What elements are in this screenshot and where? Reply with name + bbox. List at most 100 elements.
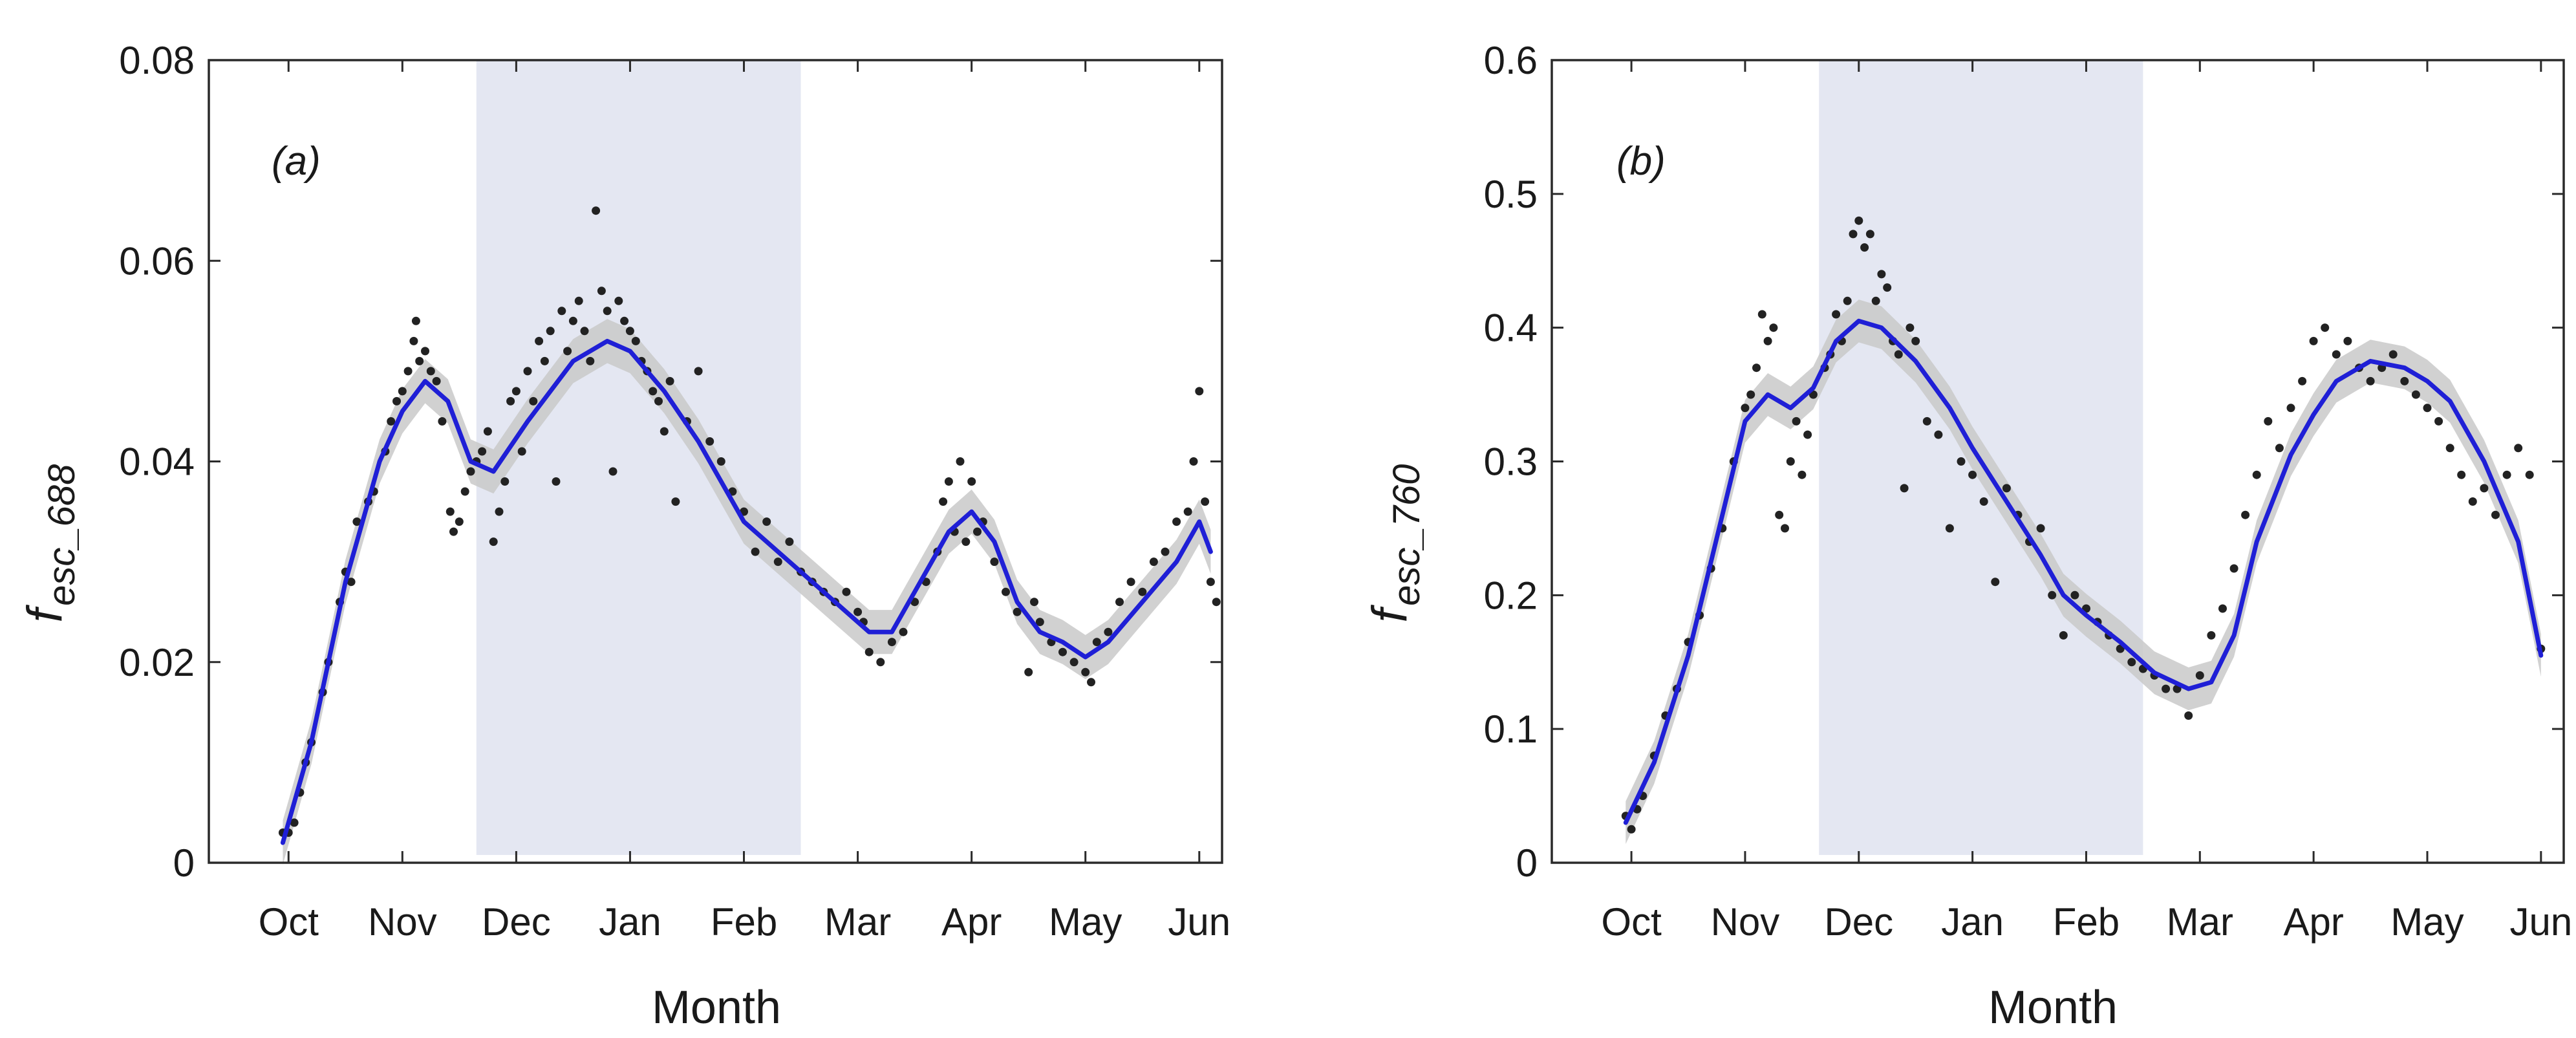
data-point — [608, 467, 617, 476]
data-point — [2195, 671, 2204, 680]
data-point — [2218, 604, 2227, 613]
data-point — [1957, 457, 1966, 466]
data-point — [421, 347, 429, 356]
data-point — [1069, 658, 1079, 667]
panel-b-x-ticks: Oct Nov Dec Jan Feb Mar Apr May Jun — [1601, 60, 2572, 944]
data-point — [1195, 387, 1204, 396]
panel-a-y-label-sub: esc_688 — [41, 464, 83, 606]
data-point — [1092, 638, 1101, 647]
x-tick-label: Feb — [2053, 900, 2120, 944]
data-point — [546, 327, 555, 336]
x-tick-label: Jan — [1941, 900, 2004, 944]
y-tick-label: 0.1 — [1484, 708, 1538, 751]
data-point — [597, 287, 606, 296]
data-point — [563, 347, 572, 356]
data-point — [2366, 376, 2375, 385]
data-point — [411, 316, 420, 325]
data-point — [2309, 336, 2318, 345]
panel-b-fit-line — [1623, 318, 2544, 825]
data-point — [2275, 444, 2284, 453]
x-tick-label: Apr — [941, 900, 1002, 944]
y-tick-label: 0.3 — [1484, 440, 1538, 484]
data-point — [517, 447, 526, 456]
data-point — [956, 457, 965, 466]
data-point — [1911, 336, 1920, 345]
data-point — [649, 387, 658, 396]
data-point — [671, 497, 680, 506]
data-point — [762, 517, 771, 526]
data-point — [2445, 444, 2454, 453]
data-point — [785, 537, 794, 546]
y-tick-label: 0.06 — [119, 239, 195, 283]
panel-b-fesc760: 0 0.1 0.2 0.3 0.4 0.5 0.6 Oct Nov Dec Jan Feb Mar Ap… — [1362, 39, 2572, 1033]
data-point — [1126, 578, 1135, 587]
y-tick-label: 0.08 — [119, 39, 195, 82]
data-point — [506, 396, 515, 405]
data-point — [887, 638, 896, 647]
data-point — [899, 627, 908, 636]
data-point — [529, 396, 538, 405]
data-point — [489, 537, 498, 546]
data-point — [2162, 684, 2171, 693]
x-tick-label: May — [2390, 900, 2463, 944]
data-point — [1161, 547, 1170, 556]
x-tick-label: Jan — [599, 900, 661, 944]
data-point — [1201, 497, 1210, 506]
data-point — [1849, 230, 1858, 239]
data-point — [574, 296, 583, 305]
data-point — [1172, 517, 1181, 526]
data-point — [2059, 631, 2068, 640]
data-point — [967, 477, 976, 486]
data-point — [352, 517, 361, 526]
x-tick-label: Dec — [1824, 900, 1893, 944]
data-point — [557, 307, 566, 316]
x-tick-label: Oct — [259, 900, 319, 944]
data-point — [2400, 376, 2409, 385]
data-point — [2491, 510, 2500, 519]
x-tick-label: Mar — [824, 900, 891, 944]
data-point — [540, 356, 549, 365]
data-point — [1832, 310, 1841, 319]
data-point — [751, 547, 760, 556]
data-point — [1769, 323, 1778, 332]
data-point — [1752, 363, 1761, 373]
data-point — [1945, 524, 1954, 533]
data-point — [2423, 404, 2432, 413]
data-point — [1968, 470, 1977, 479]
x-tick-label: Nov — [368, 900, 437, 944]
panel-b-x-axis-label: Month — [1988, 982, 2118, 1033]
panel-a-y-label-main: f — [17, 604, 72, 622]
data-point — [1035, 618, 1044, 627]
y-tick-label: 0.4 — [1484, 307, 1538, 350]
data-point — [2252, 470, 2261, 479]
x-tick-label: Oct — [1601, 900, 1662, 944]
data-point — [973, 527, 982, 536]
data-point — [1786, 457, 1795, 466]
data-point — [568, 316, 577, 325]
x-tick-label: Apr — [2283, 900, 2343, 944]
panel-a-scatter-points — [278, 206, 1221, 837]
data-point — [660, 427, 669, 436]
x-tick-label: Nov — [1711, 900, 1780, 944]
panel-b-y-ticks: 0 0.1 0.2 0.3 0.4 0.5 0.6 — [1484, 39, 2564, 885]
y-tick-label: 0.5 — [1484, 173, 1538, 216]
data-point — [853, 607, 863, 616]
panel-b-y-label-sub: esc_760 — [1386, 464, 1428, 606]
data-point — [990, 557, 999, 567]
data-point — [426, 367, 435, 376]
data-point — [290, 818, 299, 827]
data-point — [773, 557, 782, 567]
data-point — [1189, 457, 1198, 466]
x-tick-label: Feb — [711, 900, 777, 944]
data-point — [1081, 667, 1090, 676]
panel-a-label: (a) — [272, 139, 321, 184]
data-point — [523, 367, 532, 376]
x-tick-label: May — [1049, 900, 1122, 944]
data-point — [1854, 216, 1863, 225]
data-point — [500, 477, 510, 486]
data-point — [415, 356, 424, 365]
data-point — [625, 327, 634, 336]
data-point — [842, 587, 851, 596]
data-point — [1757, 310, 1766, 319]
x-tick-label: Dec — [482, 900, 551, 944]
